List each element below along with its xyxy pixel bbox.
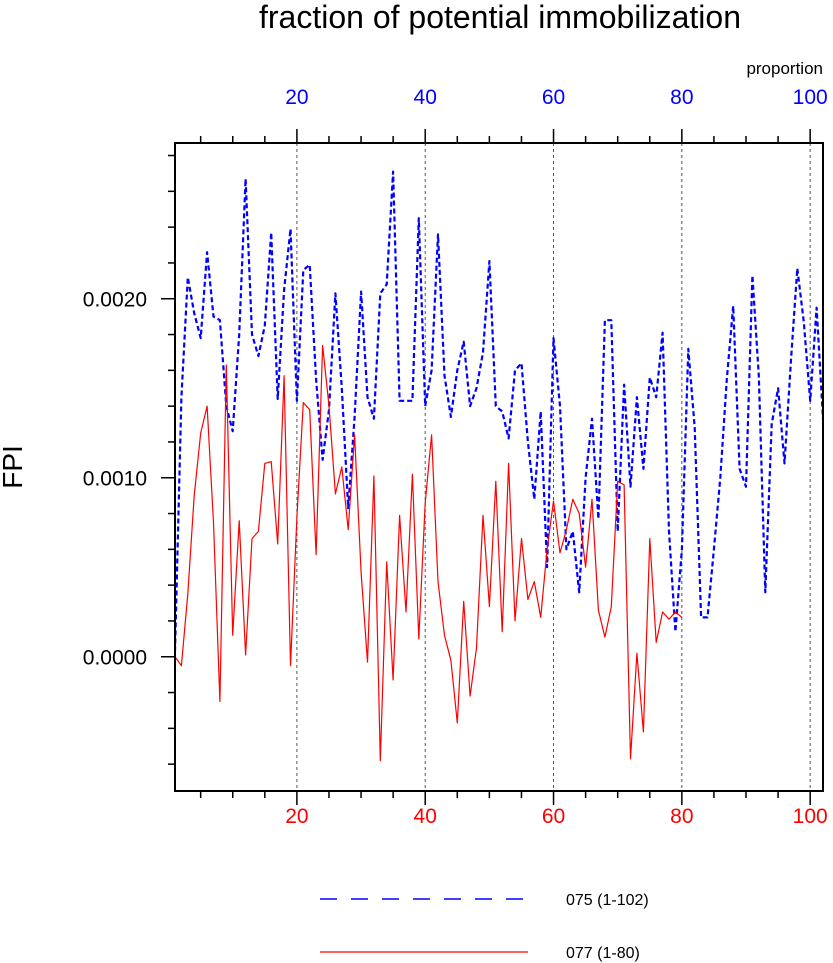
y-tick-label-0: 0.0000 [83,647,147,670]
bottom-tick-label-40: 40 [414,805,437,828]
series-layer [175,170,823,762]
tick-labels: 0.0000 0.0010 0.0020 20 20 40 40 60 60 80 80 100 100 [83,86,828,828]
y-tick-label-1: 0.0010 [83,468,147,491]
vertical-grid [296,143,811,791]
legend: 075 (1-102) 077 (1-80) [320,892,649,962]
axis-ticks [161,129,811,805]
top-tick-label-20: 20 [285,86,308,109]
bottom-tick-label-20: 20 [285,805,308,828]
top-tick-label-80: 80 [670,86,693,109]
chart-title: fraction of potential immobilization [259,0,741,35]
series-line-075 [175,170,823,652]
top-tick-label-60: 60 [542,86,565,109]
series-line-077 [175,344,683,762]
top-tick-label-40: 40 [414,86,437,109]
top-axis-title: proportion [746,59,823,78]
legend-label-077: 077 (1-80) [566,945,640,962]
y-axis-label: FPI [0,445,28,489]
bottom-tick-label-100: 100 [793,805,828,828]
plot-frame [174,142,824,792]
legend-label-075: 075 (1-102) [566,892,649,909]
top-tick-label-100: 100 [793,86,828,109]
bottom-tick-label-80: 80 [670,805,693,828]
bottom-tick-label-60: 60 [542,805,565,828]
y-tick-label-2: 0.0020 [83,289,147,312]
